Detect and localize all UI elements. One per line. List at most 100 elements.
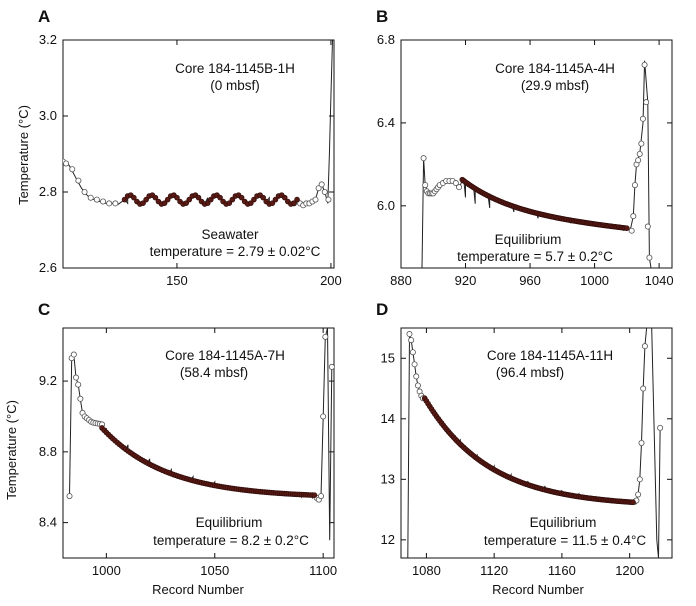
data-point-open-a	[87, 194, 94, 201]
data-point-equilibrium-a	[131, 194, 137, 201]
data-point-open-d	[413, 373, 420, 380]
data-point-equilibrium-a	[208, 196, 214, 203]
data-point-open-d	[409, 349, 416, 356]
data-point-open-d	[635, 491, 642, 498]
core-label-a: Core 184-1145B-1H	[175, 61, 295, 76]
data-point-equilibrium-a	[143, 196, 149, 203]
y-tick-label-c: 8.4	[39, 515, 57, 530]
panel-c: C Temperature (°C) Record Number Core 18…	[4, 300, 337, 597]
data-point-open-d	[406, 331, 413, 338]
plot-frame-a	[62, 39, 335, 269]
data-point-equilibrium-a	[121, 196, 128, 203]
data-point-open-a	[321, 188, 328, 195]
data-point-equilibrium-b	[624, 225, 630, 232]
data-point-equilibrium-a	[281, 194, 288, 201]
y-axis-label-a: Temperature (°C)	[16, 105, 31, 205]
data-point-open-d	[638, 439, 645, 446]
data-point-open-a	[69, 166, 76, 173]
result-value-a: temperature = 2.79 ± 0.02°C	[150, 244, 321, 259]
data-point-equilibrium-a	[217, 194, 223, 201]
data-point-open-b	[643, 99, 650, 106]
data-point-equilibrium-a	[248, 200, 254, 206]
result-heading-a: Seawater	[201, 227, 259, 242]
data-point-equilibrium-a	[204, 200, 211, 206]
x-tick-label-d: 1080	[412, 563, 441, 578]
panel-letter-c: C	[38, 300, 50, 319]
core-label-d: Core 184-1145A-11H	[487, 348, 613, 363]
y-tick-label-c: 9.2	[39, 373, 57, 388]
data-point-open-b	[635, 157, 642, 164]
data-point-open-c	[66, 493, 73, 500]
data-point-equilibrium-a	[251, 196, 257, 203]
data-point-equilibrium-a	[183, 200, 189, 206]
data-point-open-a	[63, 160, 70, 167]
data-point-open-c	[70, 351, 77, 358]
data-point-open-d	[641, 343, 648, 350]
y-tick-label-d: 14	[381, 411, 395, 426]
data-point-open-a	[100, 198, 107, 205]
data-point-equilibrium-a	[269, 200, 276, 206]
data-point-equilibrium-a	[174, 194, 180, 201]
data-point-open-a	[112, 200, 119, 207]
x-axis-label-c: Record Number	[152, 582, 244, 597]
data-point-open-b	[456, 184, 463, 191]
x-tick-label-c: 1100	[309, 563, 337, 578]
data-point-open-b	[638, 140, 645, 147]
data-point-open-c	[322, 333, 329, 340]
result-heading-d: Equilibrium	[530, 515, 597, 530]
data-point-open-a	[325, 196, 332, 203]
data-point-equilibrium-a	[186, 196, 193, 203]
data-point-equilibrium-a	[291, 200, 297, 206]
y-tick-label-b: 6.8	[377, 32, 395, 47]
y-tick-label-a: 2.6	[39, 260, 57, 275]
data-point-open-c	[77, 395, 84, 402]
data-point-open-d	[636, 476, 643, 483]
y-tick-label-a: 3.0	[39, 108, 57, 123]
panel-a: A Temperature (°C) Core 184-1145B-1H (0 …	[16, 7, 342, 288]
data-point-open-b	[631, 182, 638, 189]
data-layer-b	[420, 60, 653, 268]
x-tick-label-b: 880	[390, 273, 412, 288]
plot-frame-c	[62, 327, 335, 559]
y-tick-label-d: 15	[381, 350, 395, 365]
data-point-open-b	[628, 227, 635, 234]
panel-b: B Core 184-1145A-4H (29.9 mbsf) Equilibr…	[376, 7, 674, 288]
result-value-c: temperature = 8.2 ± 0.2°C	[153, 533, 309, 548]
data-point-open-a	[312, 196, 319, 203]
x-tick-label-a: 200	[320, 273, 342, 288]
depth-label-c: (58.4 mbsf)	[180, 365, 248, 380]
data-point-open-b	[452, 180, 459, 187]
panel-letter-d: D	[376, 300, 388, 319]
data-point-equilibrium-d	[630, 499, 636, 506]
data-point-open-c	[320, 413, 327, 420]
data-point-equilibrium-a	[161, 200, 168, 206]
depth-label-a: (0 mbsf)	[210, 78, 260, 93]
data-point-open-a	[106, 200, 113, 207]
panel-letter-b: B	[376, 7, 388, 26]
core-label-b: Core 184-1145A-4H	[495, 61, 615, 76]
data-point-equilibrium-a	[164, 196, 171, 203]
data-point-open-c	[73, 374, 80, 381]
y-tick-label-b: 6.0	[377, 198, 395, 213]
x-tick-label-b: 960	[519, 273, 541, 288]
data-point-open-c	[75, 381, 82, 388]
y-tick-label-b: 6.4	[377, 115, 395, 130]
x-tick-label-c: 1000	[92, 563, 121, 578]
data-point-equilibrium-a	[294, 196, 300, 203]
result-value-b: temperature = 5.7 ± 0.2°C	[457, 249, 613, 264]
y-axis-label-c: Temperature (°C)	[4, 400, 19, 500]
data-layer-d	[406, 328, 664, 558]
panel-d: D Record Number Core 184-1145A-11H (96.4…	[376, 300, 673, 597]
x-tick-label-c: 1050	[200, 563, 229, 578]
x-tick-label-a: 150	[166, 273, 188, 288]
data-point-equilibrium-a	[238, 194, 245, 201]
data-point-open-b	[646, 254, 653, 261]
plot-frame-d	[400, 327, 673, 559]
x-tick-label-b: 1000	[580, 273, 609, 288]
y-tick-label-a: 3.2	[39, 32, 57, 47]
data-point-open-a	[315, 185, 322, 192]
depth-label-b: (29.9 mbsf)	[521, 78, 589, 93]
data-point-equilibrium-a	[152, 194, 159, 201]
result-value-d: temperature = 11.5 ± 0.4°C	[484, 533, 647, 548]
